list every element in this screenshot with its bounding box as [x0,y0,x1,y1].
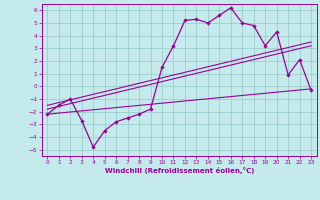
X-axis label: Windchill (Refroidissement éolien,°C): Windchill (Refroidissement éolien,°C) [105,167,254,174]
